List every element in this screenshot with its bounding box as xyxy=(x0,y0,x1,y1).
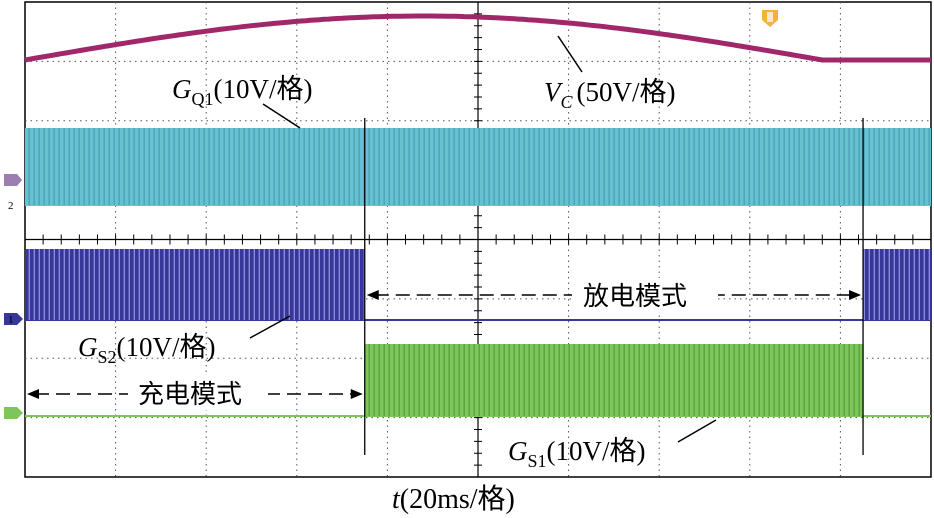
label-gq1-scale: (10V/格) xyxy=(214,74,313,104)
trigger-marker-icon xyxy=(762,10,778,27)
label-gs2-sub: S2 xyxy=(98,347,117,367)
label-gs1-sub: S1 xyxy=(528,451,547,471)
svg-text:GQ1(10V/格): GQ1(10V/格) xyxy=(172,74,312,109)
label-gs1-scale: (10V/格) xyxy=(547,436,646,466)
svg-text:VC(50V/格): VC (50V/格) xyxy=(544,77,676,112)
annotation-charge-mode: 充电模式 xyxy=(138,380,242,410)
trace-gs2-pulse-block xyxy=(863,249,931,320)
trace-gs2-pulse-block xyxy=(25,249,365,320)
trace-gs1-pulse-block xyxy=(364,344,864,416)
arrow-discharge-head-left xyxy=(366,290,379,300)
label-vc-scale: (50V/格) xyxy=(577,77,676,107)
channel-marker-2-label: 2 xyxy=(8,200,14,212)
label-gs2-var: G xyxy=(78,332,98,362)
trace-gq1 xyxy=(25,128,931,206)
label-gq1: GQ1(10V/格) xyxy=(172,74,312,129)
label-gs2-scale: (10V/格) xyxy=(117,332,216,362)
trace-gq1-pulse-block xyxy=(25,128,931,205)
traces xyxy=(24,13,931,417)
label-gq1-sub: Q1 xyxy=(192,89,214,109)
svg-text:GS2(10V/格): GS2(10V/格) xyxy=(78,332,216,367)
label-gs1-var: G xyxy=(508,436,528,466)
arrow-discharge-head-right xyxy=(849,290,862,300)
label-vc: VC (50V/格) xyxy=(544,35,676,112)
trace-gs2 xyxy=(25,249,931,321)
x-axis-label: t(20ms/格) xyxy=(392,483,515,515)
channel-marker-1-label: 1 xyxy=(8,314,14,326)
label-gq1-var: G xyxy=(172,74,192,104)
trace-vc xyxy=(24,13,931,63)
channel-marker-3 xyxy=(4,407,23,419)
label-gs1: GS1(10V/格) xyxy=(508,419,717,471)
arrow-charge-head-left xyxy=(27,389,39,399)
label-vc-sub: C xyxy=(561,92,574,112)
label-vc-var: V xyxy=(544,77,564,107)
x-axis-label-rest: (20ms/格) xyxy=(400,483,515,515)
svg-text:GS1(10V/格): GS1(10V/格) xyxy=(508,436,646,471)
switch-dividers xyxy=(364,118,864,455)
channel-marker-2: 2 xyxy=(4,174,22,212)
trace-gs1 xyxy=(25,344,931,417)
label-gs2: GS2(10V/格) xyxy=(78,315,291,367)
x-axis-label-var: t xyxy=(392,484,401,515)
annotation-discharge-mode: 放电模式 xyxy=(583,282,687,312)
arrow-charge-head-right xyxy=(350,389,363,399)
channel-marker-1: 1 xyxy=(4,313,23,326)
